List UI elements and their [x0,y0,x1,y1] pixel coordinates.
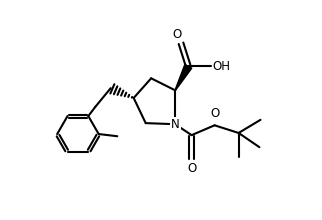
Text: O: O [172,28,181,41]
Text: O: O [187,162,196,176]
Text: OH: OH [213,60,230,73]
Text: O: O [210,107,219,120]
Text: N: N [171,118,180,131]
Polygon shape [175,64,192,90]
